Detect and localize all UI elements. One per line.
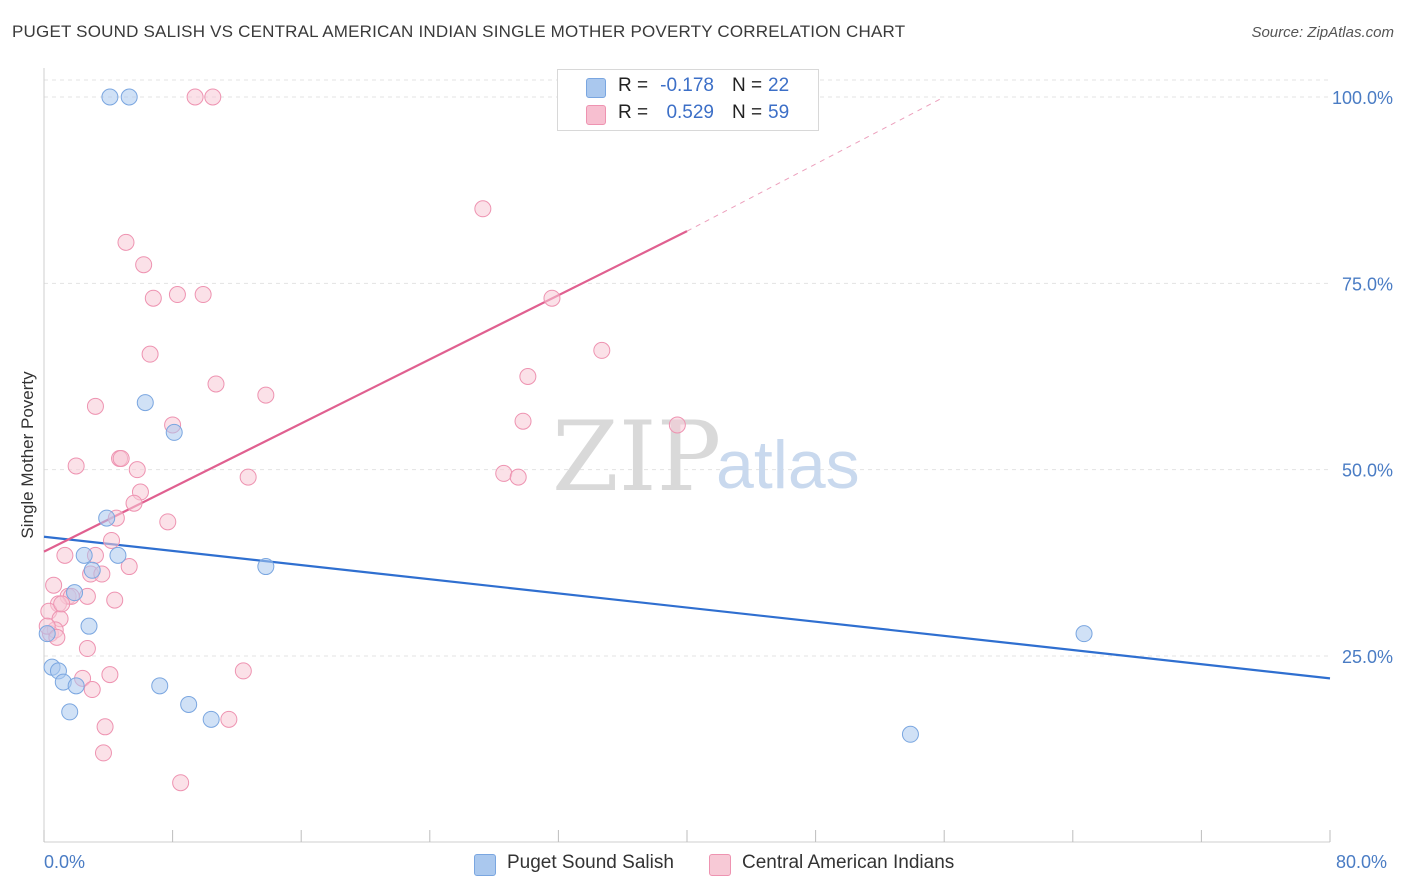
y-tick-label: 100.0% — [1332, 88, 1393, 108]
trend-line-extension — [686, 96, 945, 232]
trend-line — [43, 230, 688, 553]
y-axis-label: Single Mother Poverty — [18, 371, 37, 539]
chart-title: PUGET SOUND SALISH VS CENTRAL AMERICAN I… — [12, 22, 906, 41]
source-label: Source: ZipAtlas.com — [1251, 24, 1394, 41]
data-point — [172, 774, 190, 792]
data-point — [159, 513, 177, 531]
legend-row-puget: R = -0.178 N = 22 — [558, 75, 818, 99]
data-point — [144, 289, 162, 307]
data-point — [106, 591, 124, 609]
data-point — [514, 412, 532, 430]
r-value: 0.529 — [666, 102, 714, 123]
legend-swatch-puget — [474, 854, 496, 876]
data-point — [120, 558, 138, 576]
data-point — [109, 546, 127, 564]
data-point — [101, 88, 119, 106]
data-point — [194, 286, 212, 304]
data-point — [220, 710, 238, 728]
axes — [43, 68, 1331, 843]
data-point — [83, 561, 101, 579]
data-point — [53, 595, 71, 613]
data-point — [80, 617, 98, 635]
data-point — [56, 546, 74, 564]
y-tick-labels: 25.0% 50.0% 75.0% 100.0% — [1332, 88, 1393, 667]
data-point — [66, 584, 84, 602]
gridlines — [44, 79, 1330, 657]
data-point — [495, 464, 513, 482]
data-point — [239, 468, 257, 486]
data-point — [135, 256, 153, 274]
data-point — [45, 576, 63, 594]
data-point — [519, 368, 537, 385]
data-point — [668, 416, 686, 434]
y-tick-label: 75.0% — [1342, 274, 1393, 294]
stats-legend: R = -0.178 N = 22 R = 0.529 N = 59 — [557, 69, 819, 131]
data-point — [543, 289, 561, 307]
data-point — [103, 531, 121, 549]
data-point — [67, 677, 85, 695]
x-min-label: 0.0% — [44, 852, 86, 872]
x-max-label: 80.0% — [1336, 852, 1388, 872]
data-point — [101, 666, 119, 684]
data-point — [168, 286, 186, 304]
legend-row-central-american: R = 0.529 N = 59 — [558, 102, 818, 126]
data-point — [186, 88, 204, 106]
data-point — [98, 509, 116, 527]
data-point — [67, 457, 85, 475]
data-point — [112, 449, 130, 467]
legend-label-puget: Puget Sound Salish — [507, 852, 674, 873]
data-point — [94, 744, 112, 762]
data-point — [234, 662, 252, 680]
data-point — [165, 423, 183, 441]
data-point — [128, 461, 146, 479]
data-point — [257, 558, 275, 576]
legend-swatch-puget — [586, 78, 606, 98]
data-point — [96, 718, 114, 736]
r-label: R = — [618, 102, 649, 123]
data-point — [78, 640, 96, 658]
data-point — [125, 494, 143, 512]
data-points — [38, 88, 1093, 792]
data-point — [75, 546, 93, 564]
data-point — [180, 695, 198, 713]
n-label: N = — [732, 75, 763, 96]
data-point — [120, 88, 138, 106]
n-label: N = — [732, 102, 763, 123]
r-value: -0.178 — [660, 75, 714, 96]
data-point — [901, 725, 919, 743]
data-point — [141, 345, 159, 363]
data-point — [593, 341, 611, 359]
r-label: R = — [618, 75, 649, 96]
n-value: 22 — [768, 75, 790, 96]
data-point — [257, 386, 275, 404]
trend-lines — [43, 96, 1331, 680]
data-point — [207, 375, 225, 393]
data-point — [61, 703, 79, 721]
y-tick-label: 50.0% — [1342, 461, 1393, 481]
y-tick-label: 25.0% — [1342, 647, 1393, 667]
trend-line — [43, 535, 1331, 680]
data-point — [83, 681, 101, 699]
data-point — [38, 625, 56, 643]
data-point — [151, 677, 169, 695]
data-point — [204, 88, 222, 106]
series-legend: Puget Sound Salish Central American Indi… — [0, 852, 1406, 878]
data-point — [202, 710, 220, 728]
data-point — [474, 200, 492, 218]
n-value: 59 — [768, 102, 790, 123]
legend-label-central-american: Central American Indians — [742, 852, 955, 873]
data-point — [1075, 625, 1093, 643]
data-point — [136, 394, 154, 412]
legend-swatch-central-american — [709, 854, 731, 876]
data-point — [509, 468, 527, 486]
data-point — [86, 397, 104, 415]
data-point — [117, 233, 135, 251]
watermark-atlas: atlas — [716, 427, 860, 503]
watermark-zip: ZIP — [552, 401, 721, 513]
legend-swatch-central-american — [586, 105, 606, 125]
